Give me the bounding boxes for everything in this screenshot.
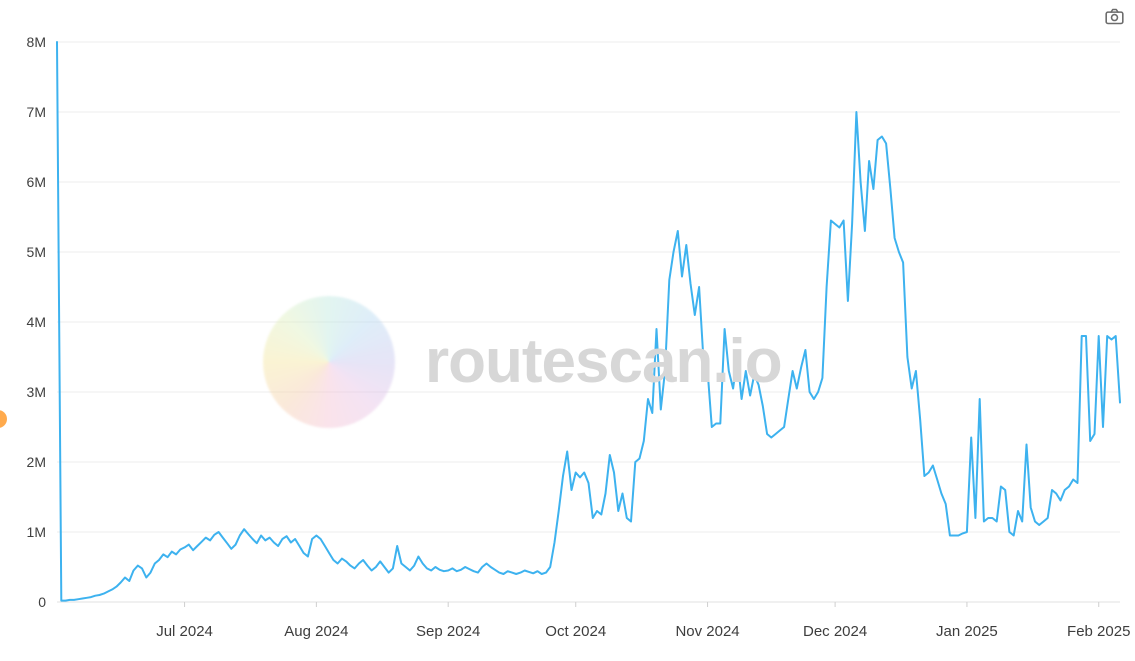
save-as-image-button[interactable]	[1101, 3, 1127, 29]
transactions-line[interactable]	[56, 41, 1121, 602]
clipped-edge-icon	[0, 410, 7, 428]
y-axis-label: 6M	[26, 174, 46, 190]
y-axis-label: 4M	[26, 314, 46, 330]
x-axis-label: Dec 2024	[803, 623, 868, 640]
y-axis-label: 1M	[26, 524, 46, 540]
x-axis-label: Sep 2024	[416, 623, 481, 640]
x-axis-label: Nov 2024	[675, 623, 740, 640]
y-axis-label: 8M	[26, 34, 46, 50]
y-axis-label: 5M	[26, 244, 46, 260]
x-axis-label: Feb 2025	[1067, 623, 1131, 640]
y-axis-label: 2M	[26, 454, 46, 470]
y-axis-labels: 0 1M 2M 3M 4M 5M 6M 7M 8M	[0, 0, 46, 661]
x-axis-label: Aug 2024	[284, 623, 349, 640]
y-axis-label: 3M	[26, 384, 46, 400]
y-axis-label: 7M	[26, 104, 46, 120]
x-axis-label: Jul 2024	[156, 623, 213, 640]
x-axis-label: Jan 2025	[936, 623, 998, 640]
y-axis-label: 0	[38, 594, 46, 610]
x-axis-label: Oct 2024	[545, 623, 607, 640]
camera-icon	[1104, 8, 1124, 24]
